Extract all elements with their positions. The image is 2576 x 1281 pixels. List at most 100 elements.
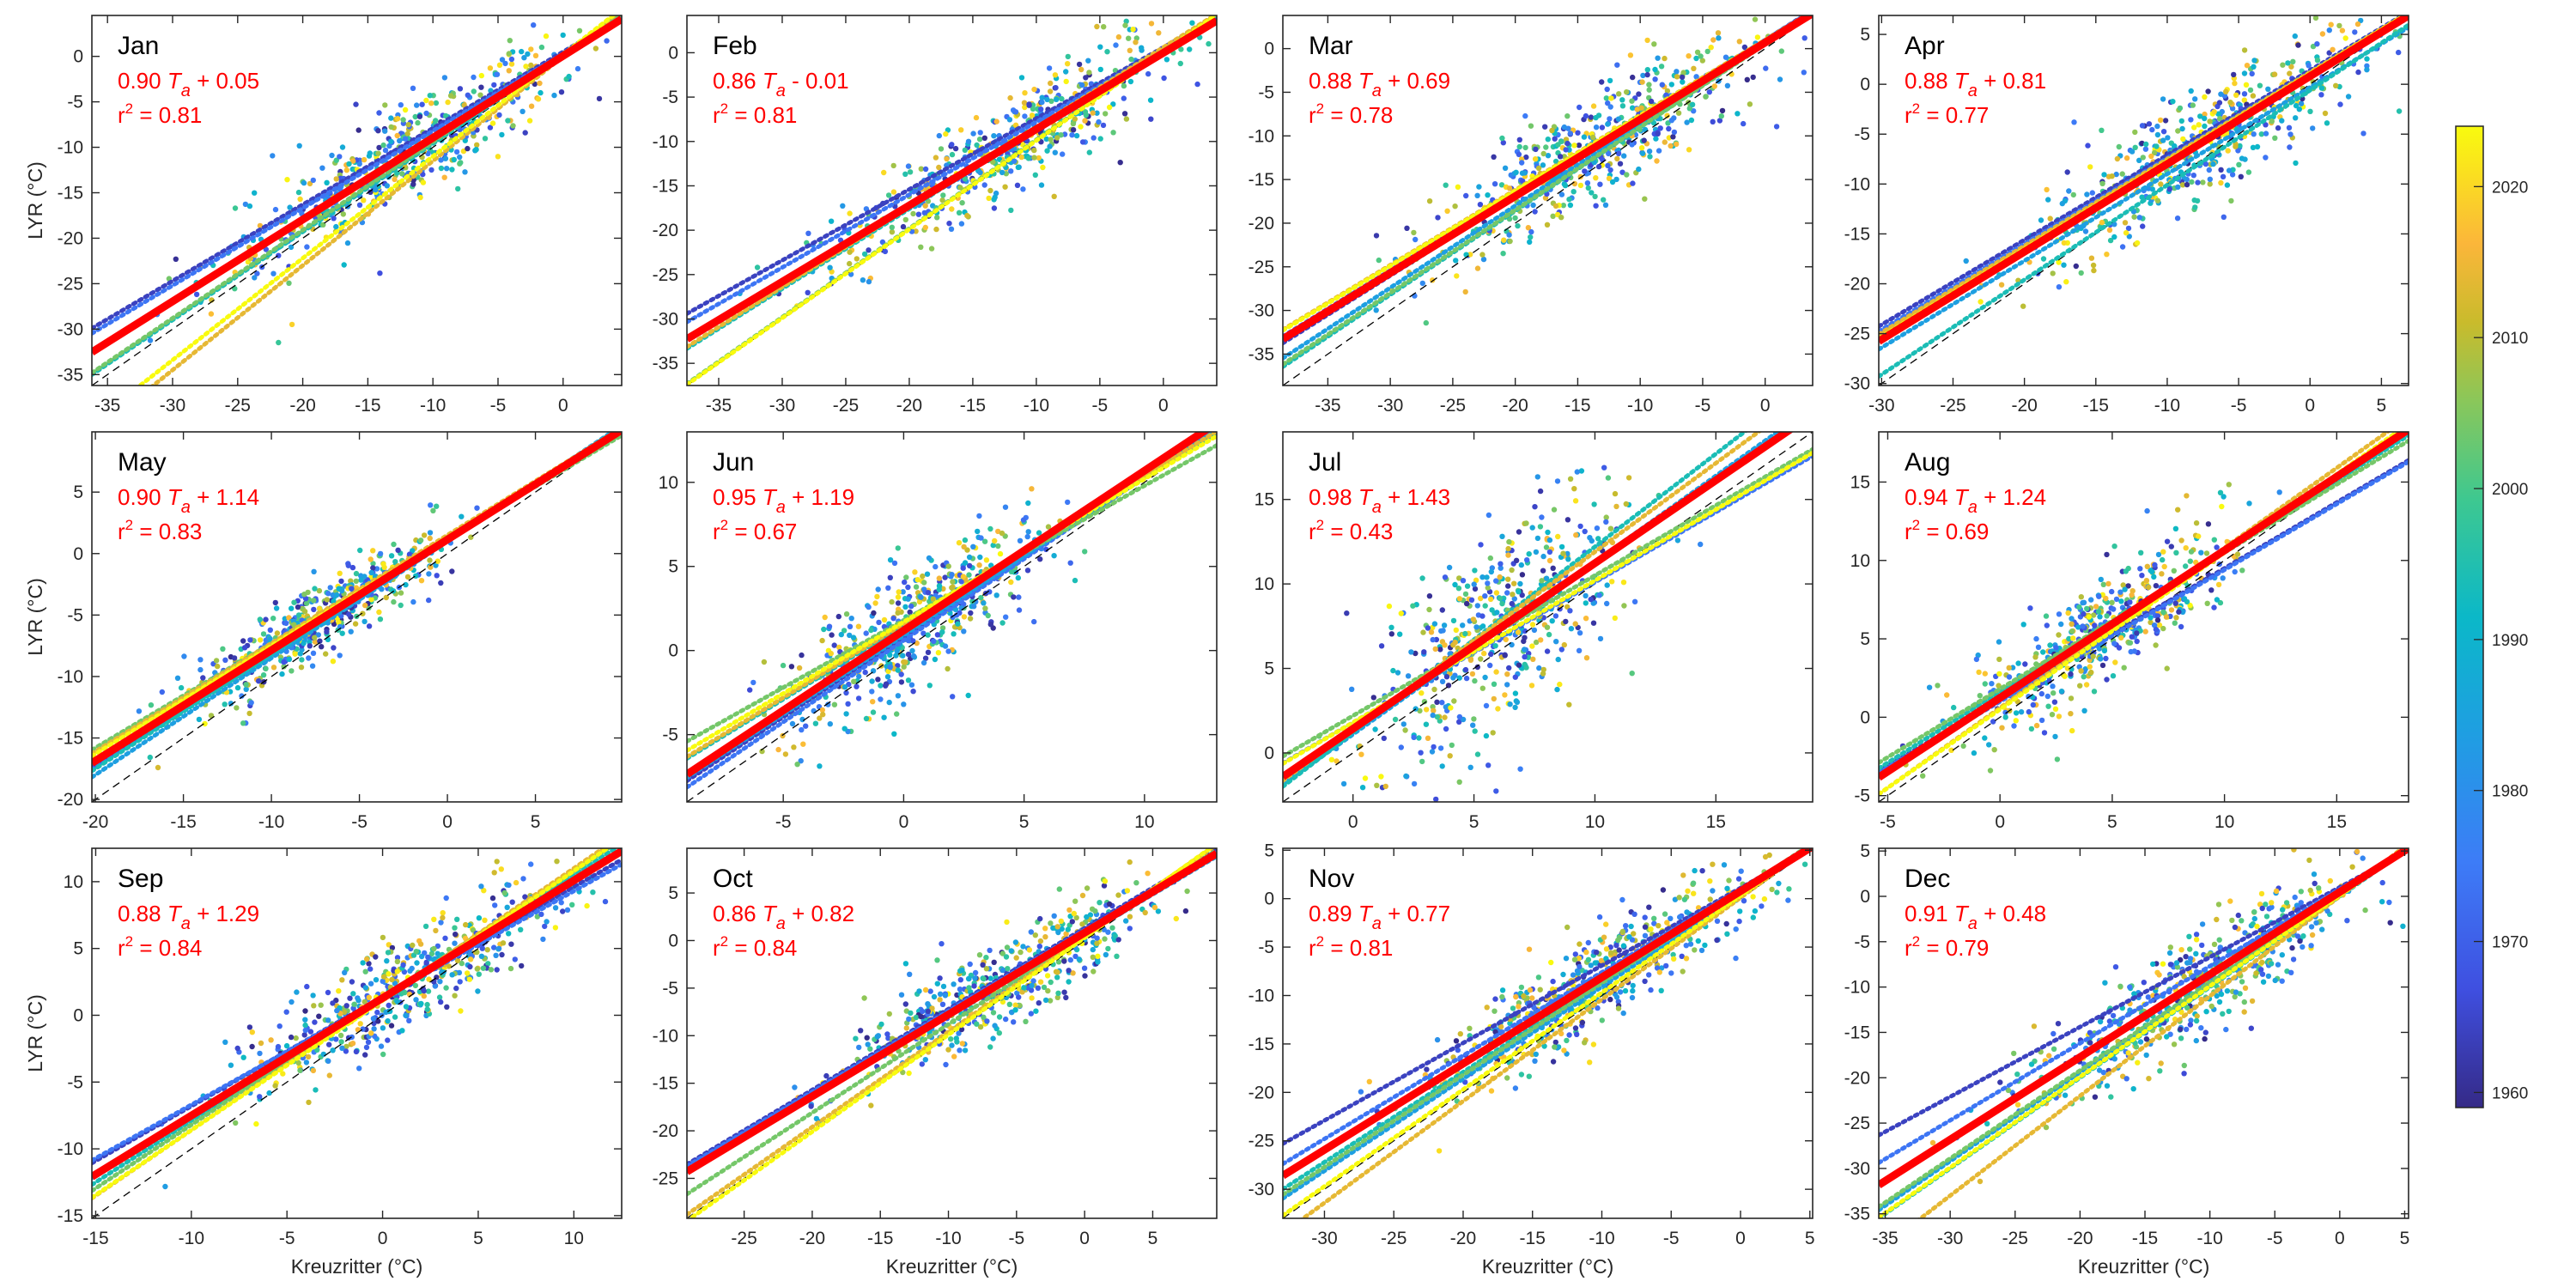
- scatter-point: [394, 132, 400, 139]
- scatter-point: [2099, 127, 2105, 133]
- scatter-point: [337, 623, 343, 630]
- scatter-point: [1419, 758, 1425, 765]
- scatter-point: [1082, 549, 1088, 555]
- scatter-point: [2153, 642, 2159, 648]
- scatter-point: [476, 971, 482, 977]
- scatter-point: [958, 221, 965, 227]
- x-tick-label: -20: [1502, 396, 1528, 416]
- scatter-point: [388, 124, 394, 131]
- fit-equation: 0.94 Ta + 1.24: [1905, 484, 2046, 517]
- scatter-point: [2156, 622, 2163, 628]
- scatter-point: [2018, 709, 2025, 715]
- fit-line: [1283, 432, 1794, 780]
- scatter-point: [1522, 653, 1528, 660]
- scatter-point: [485, 961, 491, 967]
- scatter-point: [866, 278, 872, 285]
- scatter-point: [428, 167, 434, 173]
- scatter-point: [2013, 718, 2019, 724]
- scatter-point: [356, 161, 362, 167]
- scatter-point: [1378, 774, 1384, 780]
- scatter-point: [1588, 114, 1595, 120]
- scatter-point: [1094, 110, 1100, 116]
- scatter-point: [1639, 150, 1646, 156]
- scatter-point: [1773, 124, 1780, 130]
- scatter-point: [2045, 197, 2051, 203]
- scatter-point: [1575, 130, 1581, 136]
- scatter-point: [374, 1009, 380, 1016]
- scatter-point: [1571, 180, 1578, 187]
- scatter-point: [875, 586, 881, 592]
- scatter-point: [474, 142, 480, 148]
- scatter-point: [506, 68, 512, 74]
- scatter-point: [1621, 603, 1627, 609]
- scatter-point: [148, 702, 155, 708]
- scatter-point: [2047, 216, 2053, 222]
- scatter-point: [967, 616, 974, 622]
- scatter-point: [878, 696, 884, 702]
- scatter-point: [2099, 219, 2105, 226]
- scatter-point: [339, 630, 345, 636]
- scatter-point: [886, 699, 892, 706]
- scatter-point: [294, 989, 300, 995]
- scatter-point: [2312, 15, 2319, 21]
- scatter-point: [512, 956, 518, 962]
- scatter-point: [454, 957, 461, 964]
- scatter-point: [895, 667, 902, 673]
- scatter-point: [2002, 714, 2008, 720]
- scatter-point: [471, 74, 477, 81]
- scatter-point: [2033, 722, 2040, 729]
- scatter-point: [263, 616, 269, 622]
- scatter-point: [2113, 171, 2119, 178]
- scatter-point: [907, 609, 913, 616]
- scatter-point: [975, 528, 981, 535]
- scatter-point: [1104, 49, 1110, 55]
- r-squared: r2 = 0.69: [1905, 517, 1989, 544]
- scatter-point: [1156, 30, 1162, 36]
- scatter-point: [2136, 215, 2142, 221]
- x-tick-label: 5: [531, 812, 541, 832]
- scatter-point: [952, 145, 959, 152]
- y-tick-label: -35: [58, 365, 83, 385]
- scatter-point: [1715, 30, 1722, 36]
- scatter-point: [2132, 144, 2138, 150]
- x-tick-label: 0: [1760, 396, 1771, 416]
- scatter-point: [2146, 584, 2152, 591]
- scatter-point: [1544, 222, 1551, 228]
- scatter-point: [386, 971, 392, 977]
- scatter-point: [1067, 560, 1073, 566]
- scatter-point: [2215, 581, 2222, 588]
- scatter-point: [2160, 625, 2166, 632]
- scatter-point: [2154, 197, 2161, 203]
- scatter-point: [1454, 273, 1460, 279]
- scatter-point: [1566, 197, 1572, 203]
- y-tick-label: -5: [662, 725, 678, 745]
- scatter-point: [1982, 735, 1988, 741]
- scatter-point: [375, 128, 381, 134]
- y-tick-label: -5: [1854, 124, 1870, 144]
- scatter-point: [443, 895, 449, 902]
- scatter-point: [2140, 223, 2146, 229]
- scatter-point: [458, 160, 464, 166]
- fit-equation: 0.86 Ta - 0.01: [713, 68, 849, 100]
- scatter-point: [1706, 89, 1713, 95]
- scatter-point: [1456, 575, 1462, 581]
- scatter-point: [366, 623, 373, 629]
- scatter-point: [445, 99, 451, 106]
- scatter-point: [2044, 693, 2050, 700]
- scatter-points: [1316, 464, 1704, 802]
- scatter-point: [1437, 647, 1443, 653]
- scatter-point: [805, 230, 811, 236]
- scatter-point: [1416, 735, 1422, 741]
- scatter-point: [1072, 116, 1078, 122]
- scatter-point: [1613, 503, 1619, 510]
- scatter-point: [2063, 279, 2069, 285]
- scatter-point: [1926, 684, 1933, 690]
- scatter-point: [966, 554, 973, 561]
- scatter-point: [370, 565, 376, 571]
- scatter-point: [1644, 71, 1650, 78]
- scatter-point: [2146, 121, 2153, 127]
- scatter-point: [2293, 160, 2299, 167]
- scatter-point: [1544, 648, 1551, 654]
- scatter-point: [1630, 180, 1636, 186]
- scatter-point: [1564, 113, 1571, 119]
